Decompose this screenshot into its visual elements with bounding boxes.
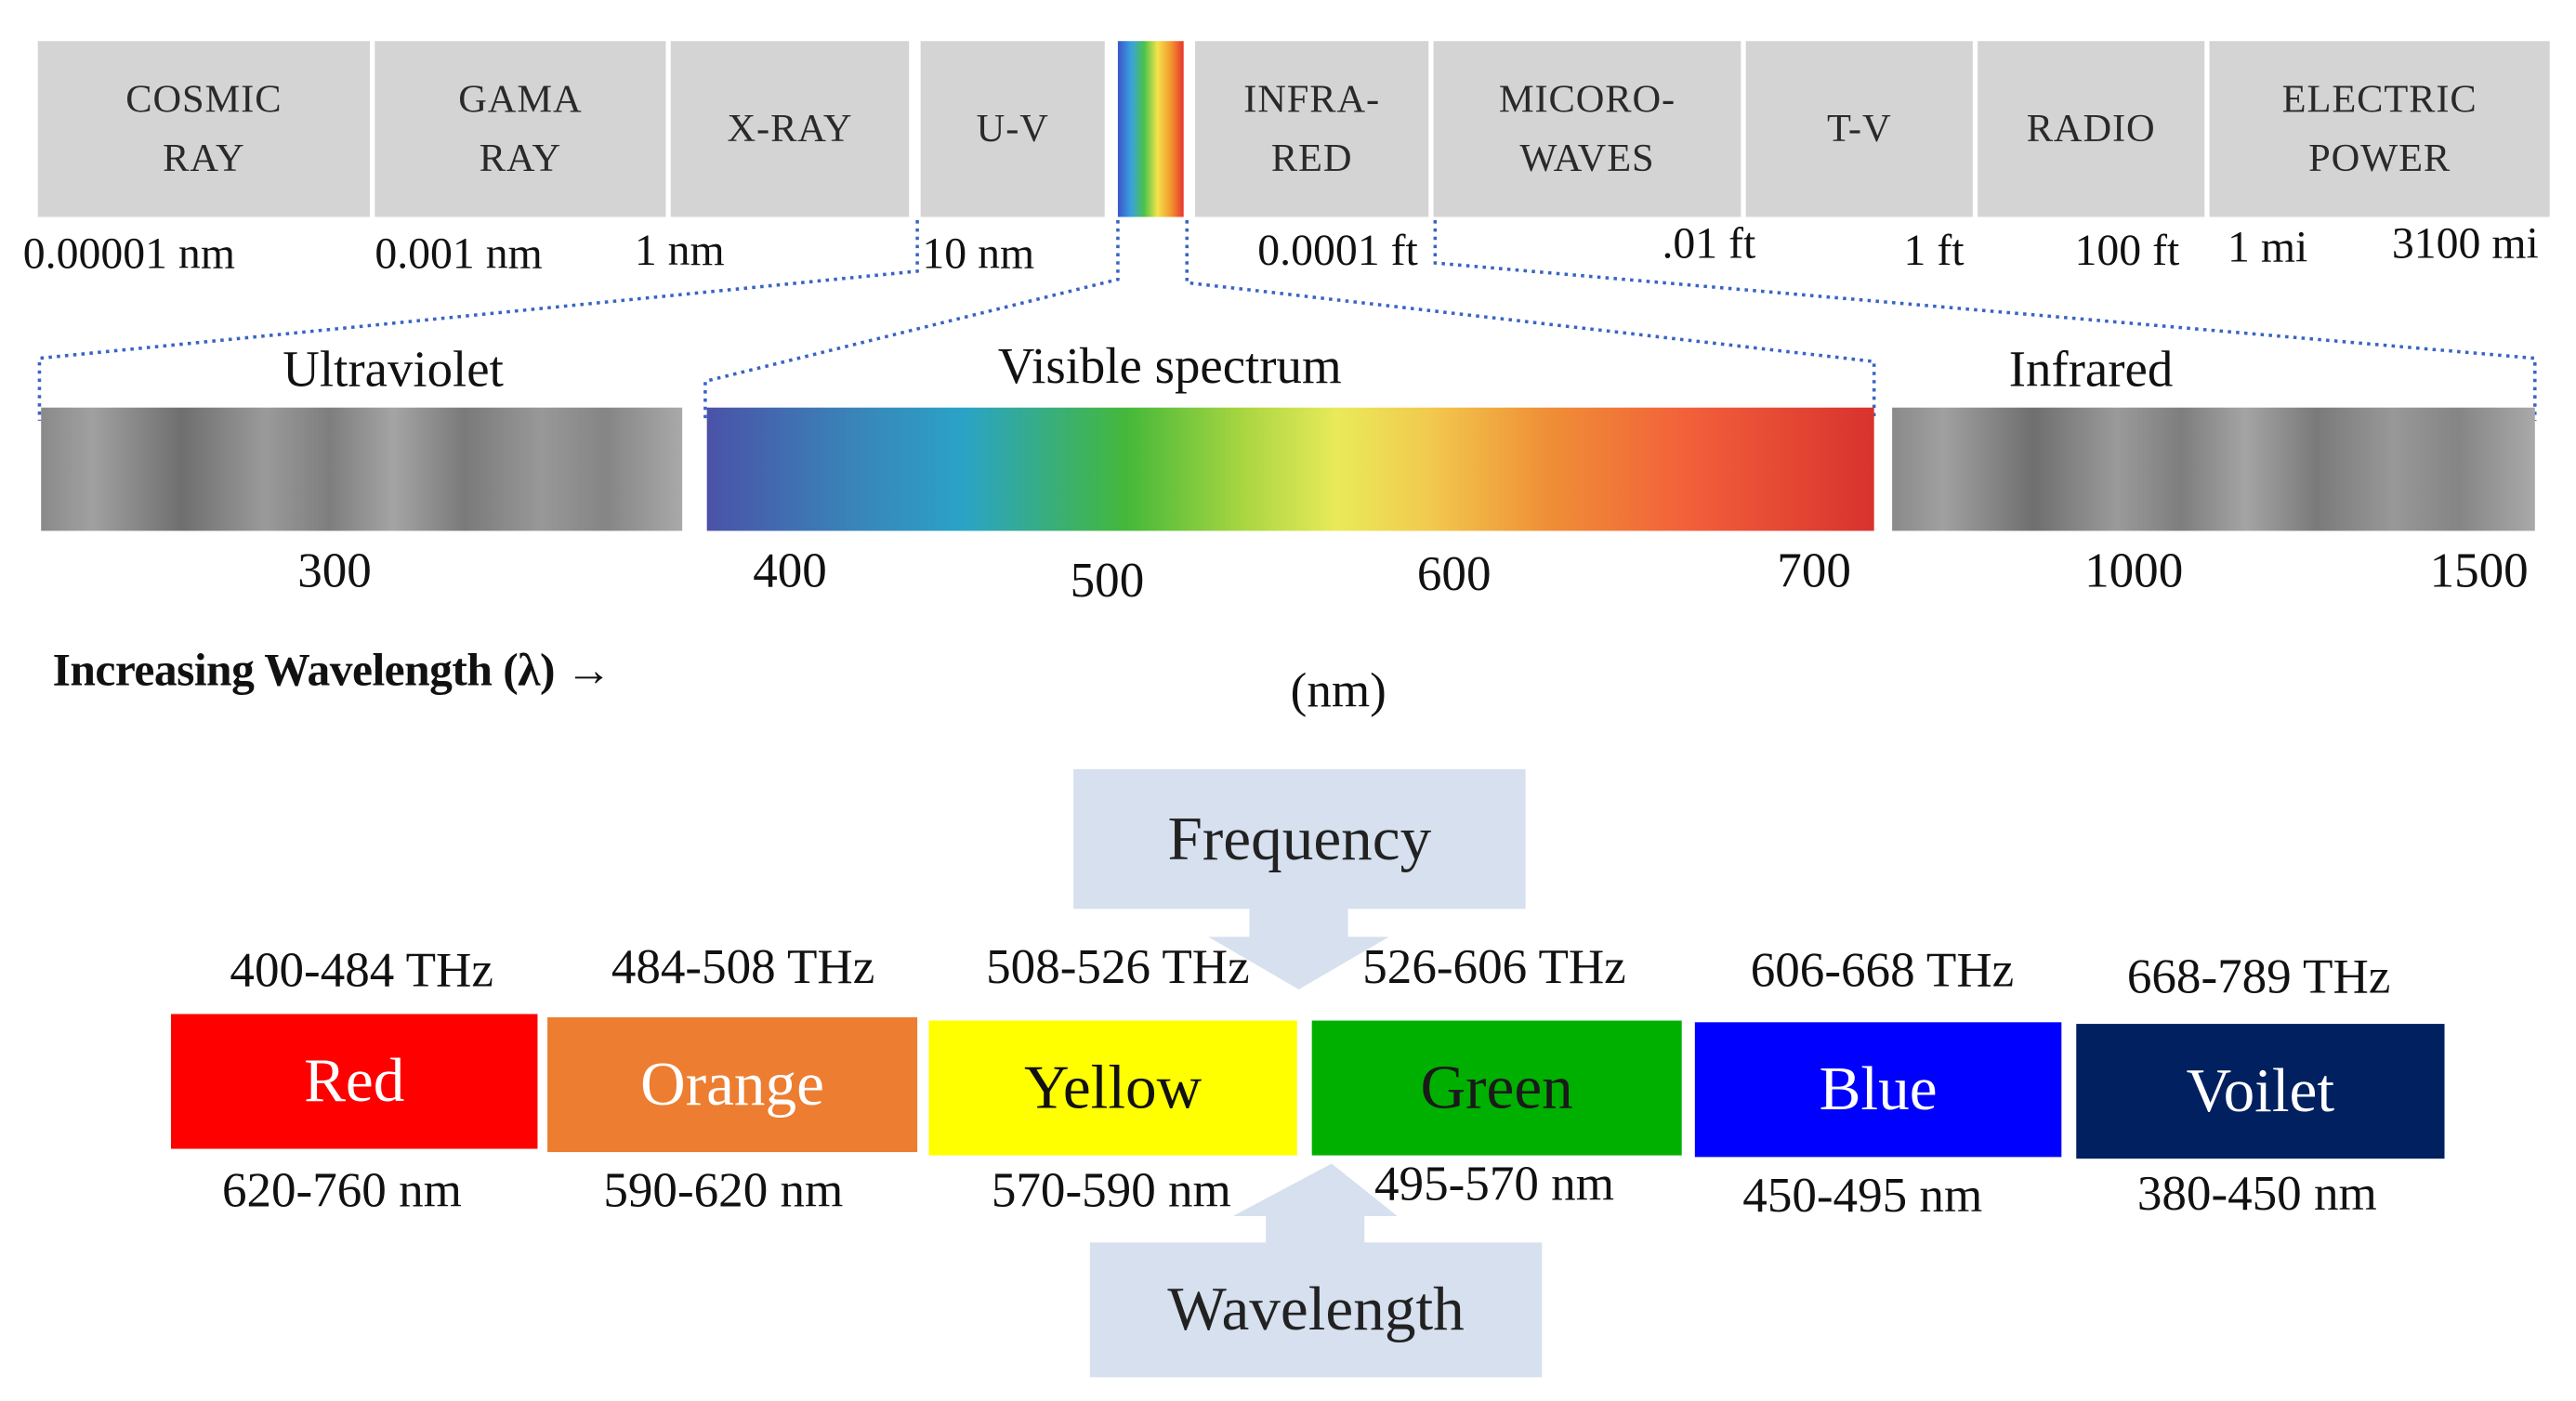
band-radio: RADIO	[1978, 41, 2205, 217]
scale-label: 3100 mi	[2391, 218, 2539, 268]
green-frequency: 526-606 THz	[1362, 939, 1626, 995]
band-gamma-ray: GAMA RAY	[375, 41, 666, 217]
scale-label: 100 ft	[2074, 225, 2180, 275]
band-microwaves: MICORO- WAVES	[1433, 41, 1741, 217]
orange-wavelength: 590-620 nm	[603, 1163, 844, 1218]
increasing-wavelength-label: Increasing Wavelength (λ) →	[52, 646, 612, 698]
infrared-band	[1892, 407, 2535, 531]
violet-wavelength: 380-450 nm	[2136, 1166, 2377, 1222]
blue-wavelength: 450-495 nm	[1742, 1168, 1983, 1224]
scale-label: 0.001 nm	[375, 228, 543, 278]
scale-label: 0.00001 nm	[22, 228, 235, 278]
scale-label: 1 mi	[2227, 221, 2308, 271]
uv-connector	[37, 220, 919, 421]
scale-label: 1 nm	[634, 225, 725, 275]
yellow-frequency: 508-526 THz	[986, 939, 1250, 995]
visible-right-connector	[1185, 220, 1876, 421]
tick-label: 300	[297, 543, 372, 598]
band-x-ray: X-RAY	[670, 41, 910, 217]
wavelength-callout: Wavelength	[1090, 1242, 1542, 1377]
green-box: Green	[1311, 1020, 1682, 1156]
band-electric-power: ELECTRIC POWER	[2209, 41, 2550, 217]
band-label: COSMIC RAY	[125, 78, 283, 180]
unit-label: (nm)	[1290, 663, 1387, 719]
orange-label: Orange	[640, 1050, 825, 1119]
band-label: U-V	[976, 107, 1049, 151]
scale-label: .01 ft	[1662, 218, 1756, 268]
frequency-callout: Frequency	[1073, 769, 1525, 909]
ultraviolet-band	[41, 407, 683, 531]
band-label: MICORO- WAVES	[1498, 78, 1676, 180]
band-tv: T-V	[1745, 41, 1973, 217]
wavelength-arrow-shape	[1089, 1163, 1543, 1378]
scale-label: 0.0001 ft	[1257, 225, 1418, 275]
red-frequency: 400-484 THz	[230, 943, 493, 998]
blue-box: Blue	[1694, 1022, 2062, 1158]
wavelength-label: Wavelength	[1167, 1275, 1465, 1345]
red-label: Red	[304, 1046, 405, 1117]
red-box: Red	[170, 1014, 538, 1149]
blue-frequency: 606-668 THz	[1750, 943, 2015, 998]
frequency-arrow-shape	[1073, 768, 1526, 989]
visible-band	[706, 407, 1874, 531]
orange-frequency: 484-508 THz	[611, 939, 875, 995]
violet-frequency: 668-789 THz	[2126, 949, 2391, 1004]
band-label: INFRA- RED	[1243, 78, 1381, 180]
scale-label: 1 ft	[1903, 225, 1965, 275]
tick-label: 600	[1416, 547, 1492, 602]
band-label: X-RAY	[727, 107, 853, 151]
yellow-label: Yellow	[1024, 1053, 1203, 1123]
tick-label: 500	[1070, 554, 1145, 609]
infrared-title: Infrared	[2008, 340, 2174, 399]
tick-label: 1500	[2429, 543, 2529, 598]
violet-box: Voilet	[2076, 1024, 2445, 1159]
green-wavelength: 495-570 nm	[1374, 1157, 1614, 1211]
visible-left-connector	[703, 220, 1120, 421]
tick-label: 1000	[2084, 543, 2184, 598]
band-label: ELECTRIC POWER	[2281, 78, 2477, 180]
tick-label: 700	[1777, 543, 1851, 598]
violet-label: Voilet	[2186, 1056, 2335, 1126]
scale-label: 10 nm	[922, 228, 1035, 278]
tick-label: 400	[753, 543, 827, 598]
red-wavelength: 620-760 nm	[221, 1163, 462, 1218]
band-infrared: INFRA- RED	[1195, 41, 1429, 217]
visible-spectrum-strip	[1117, 41, 1184, 217]
ultraviolet-title: Ultraviolet	[283, 340, 504, 399]
band-label: GAMA RAY	[458, 78, 583, 180]
band-cosmic-ray: COSMIC RAY	[37, 41, 371, 217]
ir-connector	[1433, 220, 2537, 421]
visible-spectrum-title: Visible spectrum	[997, 336, 1342, 395]
band-label: RADIO	[2026, 107, 2156, 151]
blue-label: Blue	[1819, 1054, 1938, 1124]
green-label: Green	[1420, 1053, 1573, 1123]
band-label: T-V	[1826, 107, 1892, 151]
frequency-label: Frequency	[1167, 804, 1432, 874]
orange-box: Orange	[547, 1017, 918, 1153]
band-uv: U-V	[920, 41, 1105, 217]
yellow-wavelength: 570-590 nm	[991, 1163, 1231, 1218]
yellow-box: Yellow	[928, 1020, 1297, 1156]
